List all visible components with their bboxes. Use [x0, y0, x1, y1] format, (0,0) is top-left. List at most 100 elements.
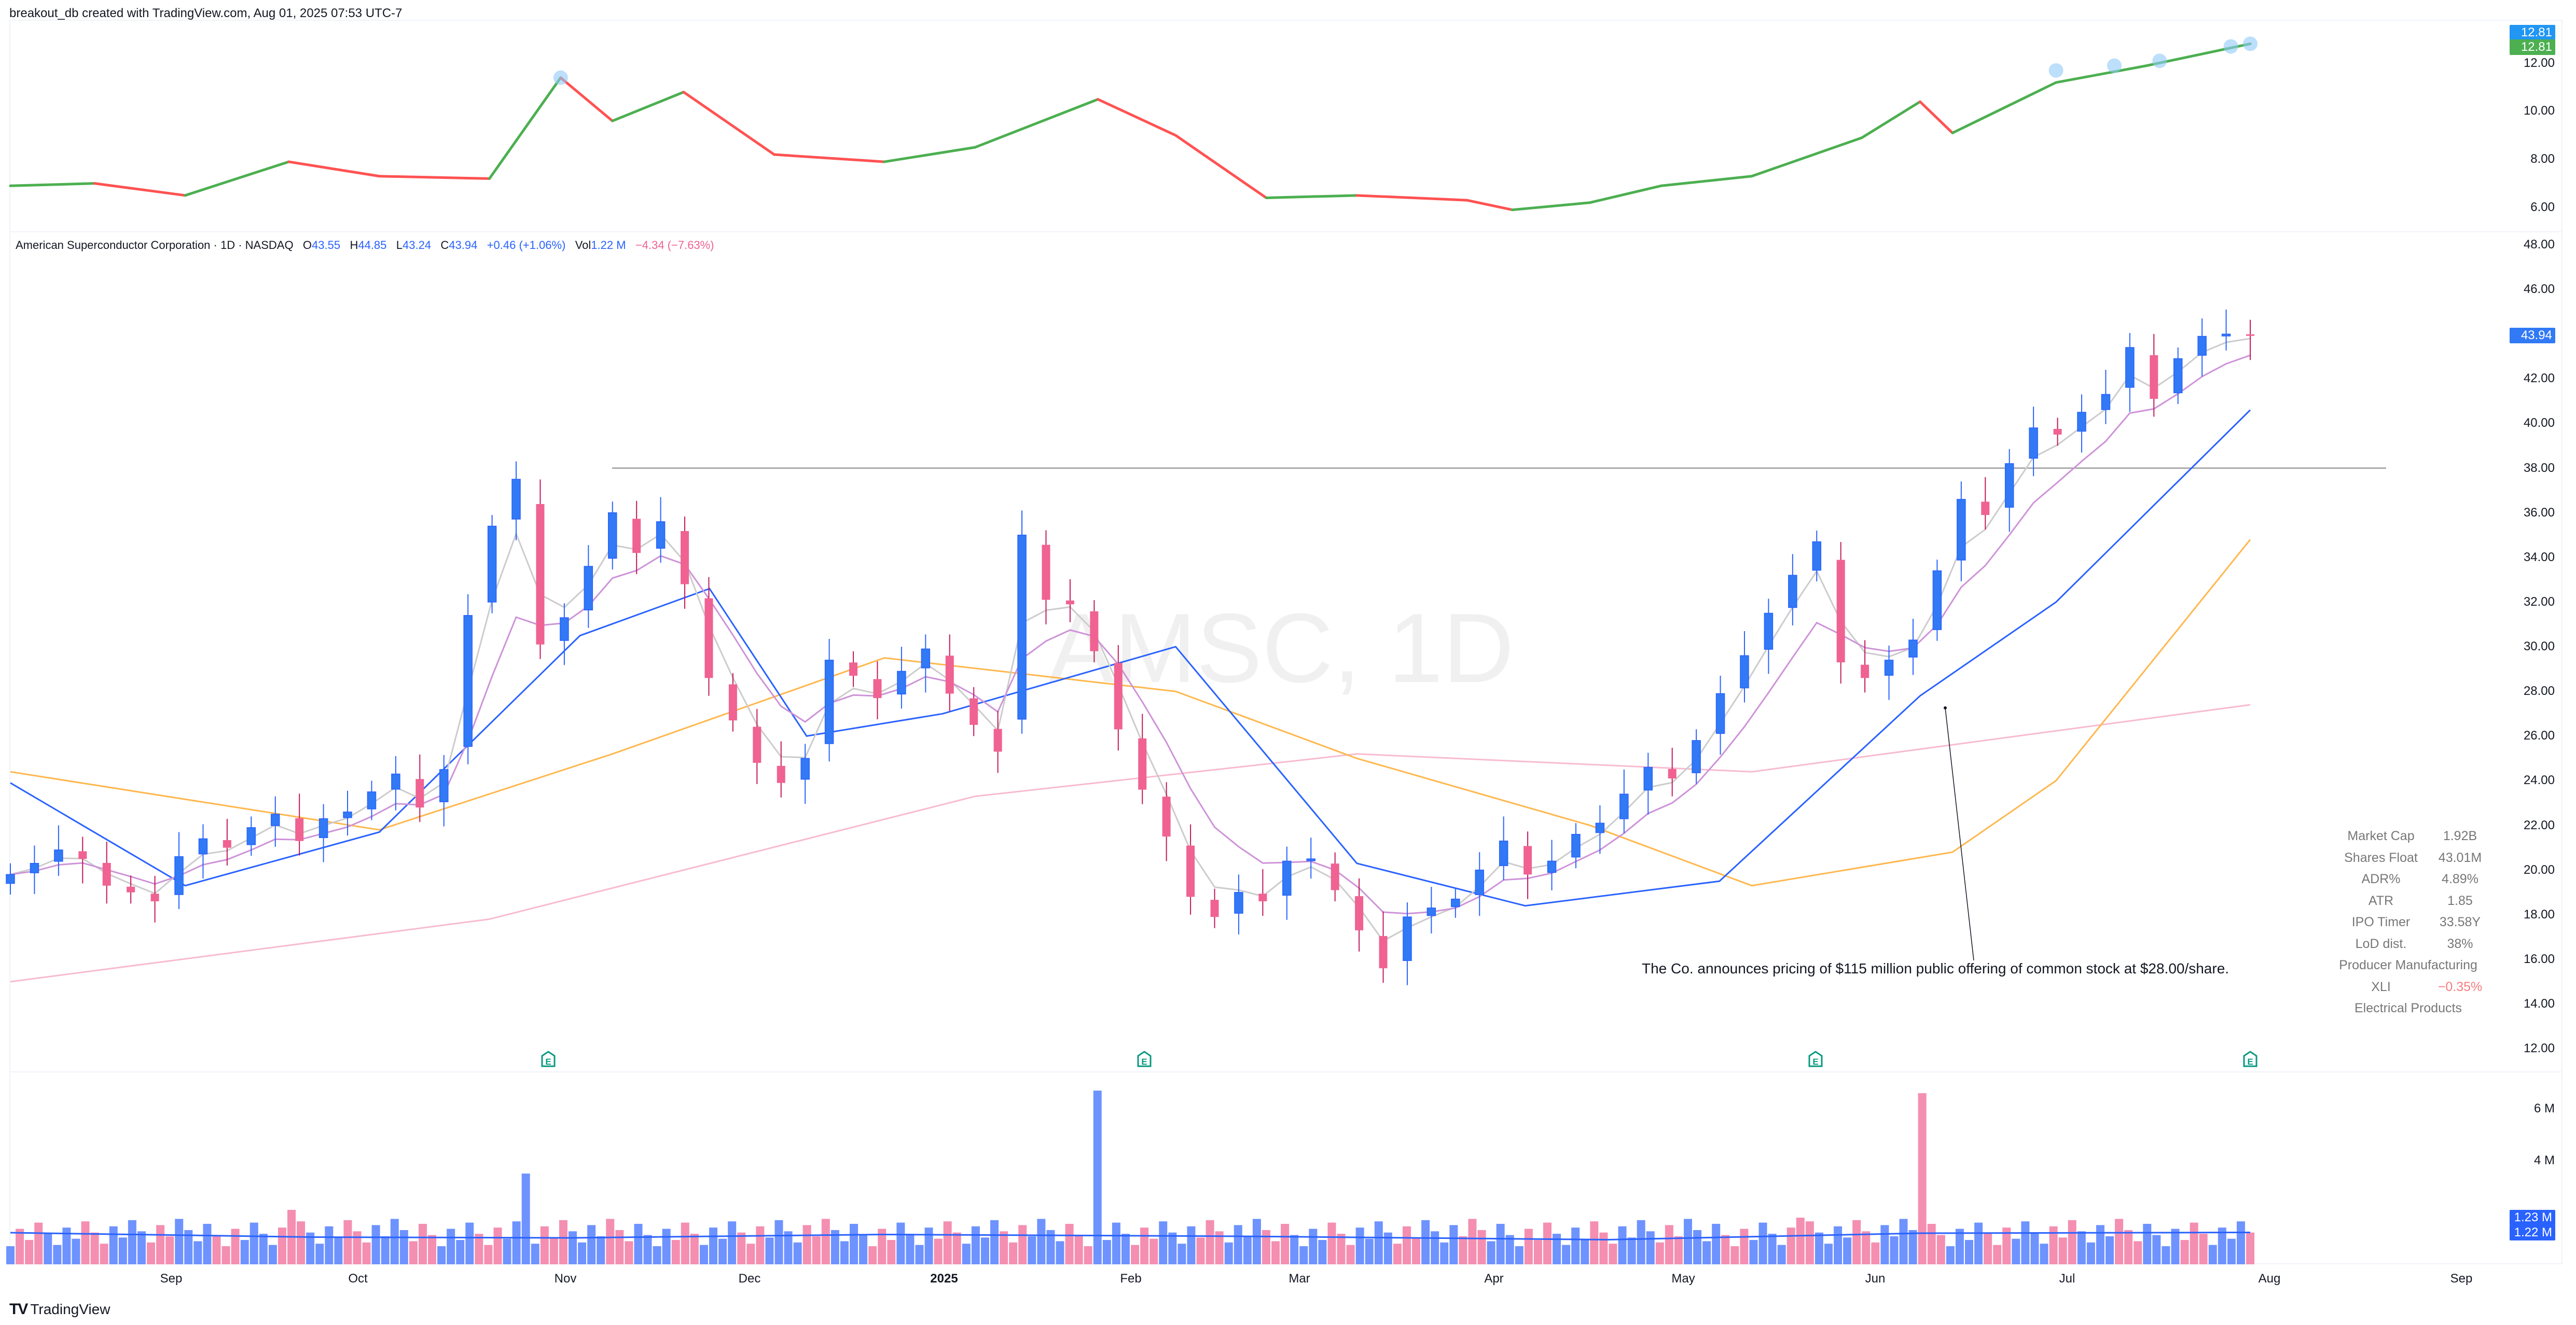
stats-row: LoD dist. 38%: [2329, 933, 2487, 955]
volume-bar-up: [1449, 1225, 1458, 1264]
price-axis-14: 14.00: [2523, 997, 2555, 1011]
symbol-legend[interactable]: American Superconductor Corporation · 1D…: [16, 239, 714, 252]
volume-bar-down: [1206, 1220, 1214, 1264]
volume-bar-up: [924, 1228, 933, 1264]
volume-bar-down: [549, 1237, 558, 1264]
volume-bar-down: [1862, 1231, 1871, 1264]
volume-bar-up: [1562, 1245, 1571, 1264]
earnings-icon: E: [1137, 1051, 1152, 1067]
rs-new-high-marker: [2152, 53, 2167, 68]
stats-row: IPO Timer 33.58Y: [2329, 912, 2487, 933]
candle-up: [1740, 655, 1749, 689]
candle-down: [416, 779, 424, 808]
volume-bar-down: [1918, 1093, 1927, 1264]
time-label-oct: Oct: [348, 1272, 368, 1286]
high-label: H: [350, 239, 358, 252]
volume-bar-up: [1505, 1235, 1514, 1264]
candle-up: [897, 671, 906, 695]
candle-up: [318, 818, 328, 838]
volume-bar-up: [699, 1245, 708, 1264]
volume-bar-down: [34, 1222, 43, 1264]
volume-bar-up: [1946, 1246, 1955, 1264]
time-label-apr: Apr: [1484, 1272, 1504, 1286]
volume-bar-down: [1871, 1242, 1880, 1264]
volume-bar-up: [1318, 1240, 1327, 1264]
volume-bar-down: [362, 1242, 371, 1264]
low-value: 43.24: [402, 239, 432, 252]
volume-bar-up: [1383, 1232, 1392, 1264]
volume-bar-up: [2152, 1235, 2161, 1264]
volume-bar-up: [653, 1246, 661, 1264]
candle-up: [439, 769, 449, 802]
candle-down: [150, 894, 159, 901]
volume-bar-up: [437, 1246, 446, 1264]
volume-bar-down: [484, 1245, 493, 1264]
volume-bar-up: [1964, 1240, 1973, 1264]
rs-line-segment: [287, 160, 381, 178]
price-axis-16: 16.00: [2523, 952, 2555, 966]
candle-up: [54, 849, 63, 862]
stats-key: ATR: [2368, 893, 2394, 908]
volume-bar-down: [1590, 1221, 1599, 1264]
volume-bar-up: [1974, 1222, 1983, 1264]
candle-up: [1571, 834, 1581, 858]
candle-up: [367, 791, 377, 810]
volume-bar-up: [1899, 1219, 1908, 1264]
rs-line-segment: [682, 91, 776, 156]
volume-bar-up: [1571, 1228, 1580, 1264]
candle-up: [1957, 499, 1966, 561]
candle-up: [1812, 541, 1822, 571]
volume-bar-up: [774, 1220, 783, 1264]
candle-up: [2173, 358, 2183, 394]
volume-bar-up: [6, 1246, 15, 1264]
candle-up: [1788, 575, 1797, 608]
volume-bar-up: [175, 1219, 184, 1264]
volume-bar-down: [2199, 1234, 2208, 1264]
candle-up: [608, 512, 617, 559]
candle-down: [1258, 894, 1267, 901]
volume-bar-down: [1412, 1237, 1421, 1264]
svg-text:E: E: [545, 1057, 551, 1067]
tradingview-footer[interactable]: TV TradingView: [9, 1301, 110, 1318]
volume-bar-down: [1459, 1236, 1467, 1264]
volume-bar-down: [1140, 1228, 1149, 1264]
candle-down: [1114, 663, 1123, 730]
volume-bar-up: [962, 1244, 971, 1264]
volume-bar-down: [625, 1241, 633, 1264]
time-label-2025: 2025: [930, 1272, 958, 1286]
volume-bar-down: [540, 1226, 549, 1264]
volume-bar-up: [1234, 1225, 1242, 1264]
attribution-header: breakout_db created with TradingView.com…: [9, 6, 403, 20]
volume-bar-up: [2105, 1236, 2114, 1264]
annotation-text[interactable]: The Co. announces pricing of $115 millio…: [1642, 960, 2229, 977]
time-label-may: May: [1671, 1272, 1695, 1286]
volume-bar-up: [569, 1231, 577, 1264]
candle-down: [127, 886, 135, 892]
candle-up: [560, 617, 569, 641]
volume-bar-up: [2236, 1221, 2245, 1264]
volume-bar-down: [25, 1240, 34, 1264]
volume-bar-up: [1515, 1246, 1524, 1264]
rs-change-value: −4.34 (−7.63%): [635, 239, 714, 252]
candle-up: [30, 863, 39, 873]
candle-down: [632, 519, 641, 553]
price-axis-20: 20.00: [2523, 862, 2555, 877]
price-axis-40: 40.00: [2523, 416, 2555, 430]
volume-bar-down: [1009, 1242, 1018, 1264]
volume-bar-up: [1309, 1229, 1318, 1264]
rs-line-segment: [1511, 201, 1591, 212]
candle-up: [584, 566, 593, 610]
candle-down: [873, 679, 882, 699]
volume-bar-down: [278, 1228, 286, 1264]
candle-up: [463, 615, 473, 747]
volume-bar-up: [1290, 1235, 1299, 1264]
volume-bar-up: [1646, 1231, 1655, 1264]
volume-bar-down: [90, 1232, 99, 1264]
volume-bar-up: [1683, 1219, 1692, 1264]
volume-bar-up: [381, 1236, 390, 1264]
candle-up: [1499, 840, 1508, 867]
watermark: AMSC, 1D: [1048, 593, 1514, 703]
volume-bar-down: [1000, 1231, 1008, 1264]
volume-bar-up: [1102, 1240, 1111, 1264]
